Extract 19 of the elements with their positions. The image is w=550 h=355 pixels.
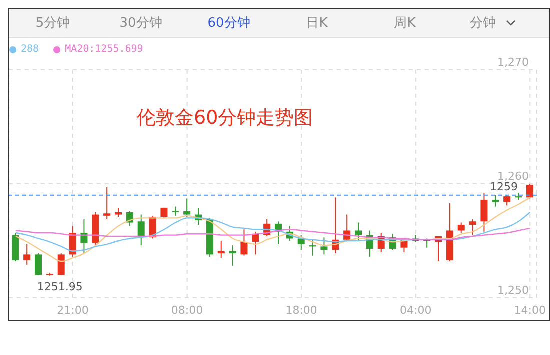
text: 30分钟 (120, 16, 162, 31)
text: 分钟 (470, 16, 496, 31)
text: 60分钟 (208, 16, 250, 31)
x-tick-label: 08:00 (171, 304, 204, 317)
y-tick-label: 1,260 (498, 170, 529, 183)
x-tick-label: 18:00 (286, 304, 318, 317)
x-tick-label: 21:00 (57, 304, 89, 317)
legend-label: 288 (20, 44, 40, 55)
y-tick-label: 1,270 (498, 56, 529, 69)
text: 日K (306, 16, 328, 31)
text: 周K (394, 16, 416, 31)
annotation: 1251.95 (37, 280, 83, 294)
text: 伦敦金60分钟走势图 (137, 106, 314, 131)
legend-label: MA20:1255.699 (64, 44, 144, 55)
x-tick-label: 14:00 (514, 304, 546, 317)
ref-line-label: 1259 (490, 180, 518, 194)
text: 5分钟 (36, 16, 70, 31)
x-tick-label: 04:00 (400, 304, 432, 317)
y-tick-label: 1,250 (498, 284, 529, 297)
